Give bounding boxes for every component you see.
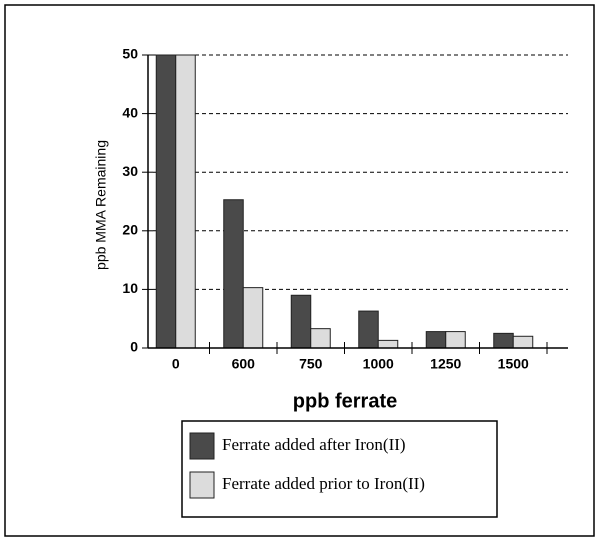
x-tick-label: 1250	[430, 356, 461, 372]
bar	[223, 199, 244, 349]
bar	[310, 328, 331, 349]
y-tick-label: 0	[130, 339, 138, 355]
legend-label: Ferrate added prior to Iron(II)	[222, 474, 425, 493]
x-tick-label: 750	[299, 356, 323, 372]
x-tick-label: 1500	[498, 356, 529, 372]
bar	[290, 294, 312, 349]
legend-swatch	[189, 471, 215, 499]
bar	[377, 339, 399, 349]
x-tick-label: 1000	[363, 356, 394, 372]
x-axis-label: ppb ferrate	[293, 390, 397, 412]
bar	[358, 310, 379, 349]
bar	[493, 332, 514, 349]
legend-label: Ferrate added after Iron(II)	[222, 435, 406, 454]
legend-swatch	[189, 432, 215, 460]
y-axis-label: ppb MMA Remaining	[93, 140, 109, 270]
y-tick-label: 30	[122, 163, 138, 179]
bar	[445, 331, 466, 349]
bar	[155, 54, 177, 349]
x-tick-label: 0	[172, 356, 180, 372]
y-tick-label: 40	[122, 104, 138, 120]
legend-box	[181, 420, 498, 518]
bar	[425, 331, 447, 349]
y-tick-label: 20	[122, 222, 138, 238]
bar	[242, 287, 264, 349]
y-tick-label: 10	[122, 280, 138, 296]
x-tick-label: 600	[232, 356, 256, 372]
bar	[175, 54, 196, 349]
bar	[512, 335, 534, 349]
y-tick-label: 50	[122, 46, 138, 62]
